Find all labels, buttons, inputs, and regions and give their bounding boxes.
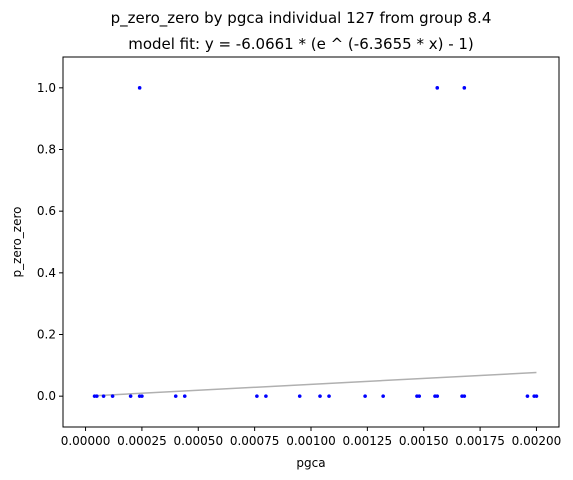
data-point [264, 394, 268, 398]
data-point [173, 394, 178, 398]
data-point [95, 394, 99, 398]
data-point [128, 394, 133, 398]
x-tick-label: 0.00200 [512, 434, 562, 448]
x-ticks: 0.00000 0.00025 0.00050 0.00075 0.00100 0.001… [61, 427, 562, 448]
x-tick-label: 0.00025 [117, 434, 167, 448]
data-point [297, 394, 302, 398]
chart-subtitle: model fit: y = -6.0661 * (e ^ (-6.3655 *… [128, 35, 474, 53]
data-point [140, 394, 144, 398]
chart-title: p_zero_zero by pgca individual 127 from … [111, 9, 492, 28]
y-tick-label: 0.0 [37, 389, 56, 403]
plot-frame [62, 56, 560, 428]
data-point [101, 394, 106, 398]
data-point [435, 86, 440, 90]
x-tick-label: 0.00150 [399, 434, 449, 448]
x-tick-label: 0.00050 [173, 434, 223, 448]
y-ticks: 0.0 0.2 0.4 0.6 0.8 1.0 [37, 81, 63, 403]
y-tick-label: 0.6 [37, 204, 56, 218]
data-point [363, 394, 367, 398]
y-axis-label: p_zero_zero [10, 206, 24, 277]
y-tick-label: 0.2 [37, 328, 56, 342]
fit-line [94, 371, 537, 397]
data-point [525, 394, 530, 398]
fit-line-layer [94, 371, 537, 397]
data-point [137, 86, 142, 90]
data-point [534, 394, 539, 398]
data-point [318, 394, 322, 398]
y-tick-label: 1.0 [37, 81, 56, 95]
x-tick-label: 0.00000 [61, 434, 111, 448]
data-point [182, 394, 187, 398]
x-tick-label: 0.00175 [455, 434, 505, 448]
data-point [255, 394, 259, 398]
x-axis-label: pgca [296, 456, 325, 470]
x-tick-label: 0.00125 [343, 434, 393, 448]
data-point [462, 86, 467, 90]
y-tick-label: 0.8 [37, 143, 56, 157]
data-point [417, 394, 422, 398]
x-tick-label: 0.00075 [230, 434, 280, 448]
data-point [327, 394, 331, 398]
data-point [381, 394, 385, 398]
data-point [110, 394, 115, 398]
y-tick-label: 0.4 [37, 266, 56, 280]
data-point [462, 394, 467, 398]
points-layer [92, 86, 539, 398]
data-point [435, 394, 440, 398]
x-tick-label: 0.00100 [286, 434, 336, 448]
